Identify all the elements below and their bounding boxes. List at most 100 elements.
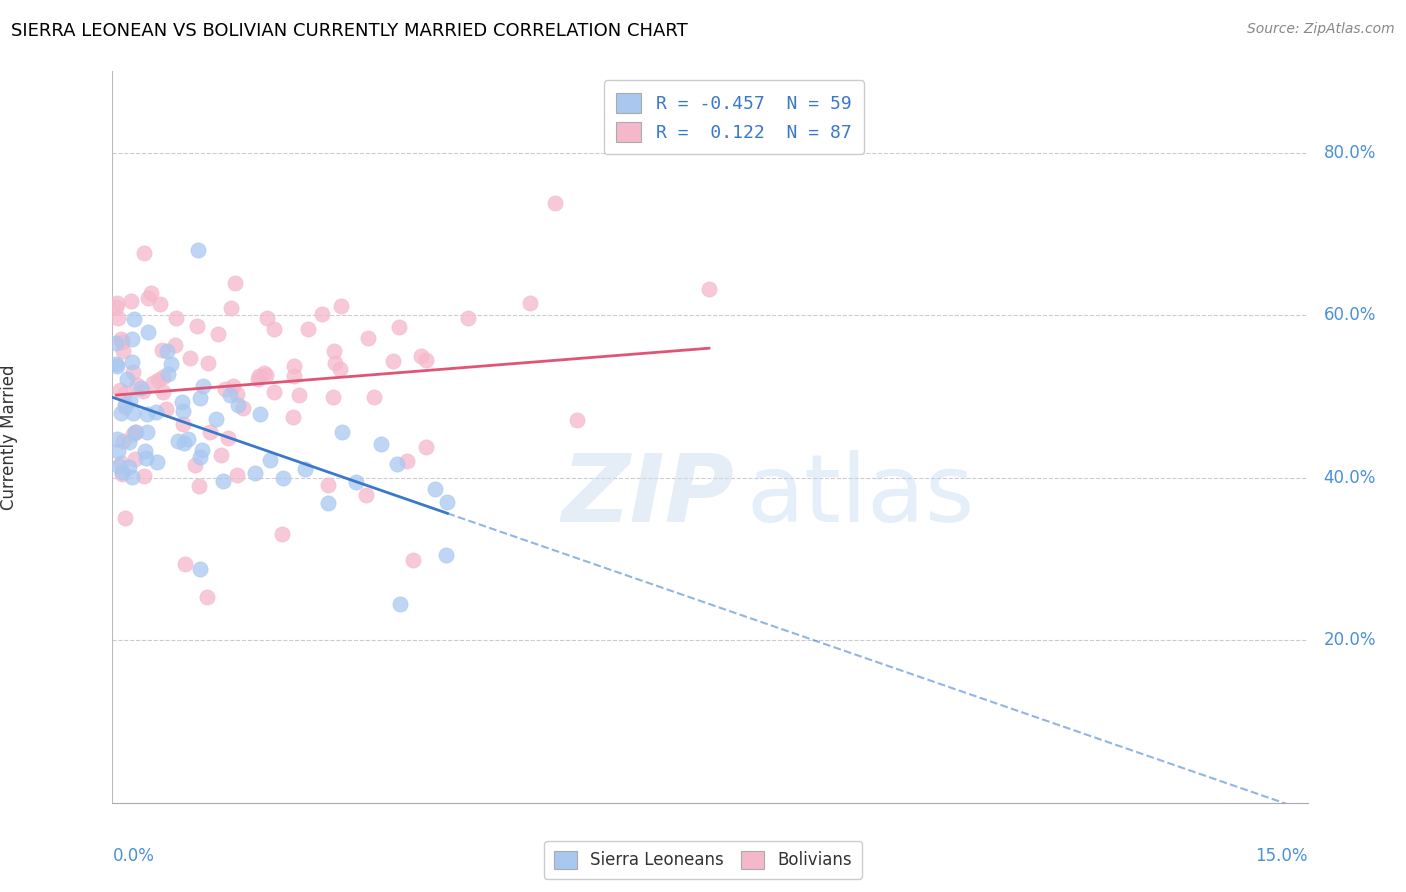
Point [120, 392, 142, 407]
Point [322, 390, 344, 404]
Point [402, 553, 425, 567]
Point [172, 404, 194, 418]
Point [330, 299, 353, 313]
Point [141, 286, 163, 301]
Legend: R = -0.457  N = 59, R =  0.122  N = 87: R = -0.457 N = 59, R = 0.122 N = 87 [603, 80, 865, 154]
Point [316, 495, 339, 509]
Point [415, 440, 437, 454]
Point [217, 431, 239, 445]
Point [519, 295, 541, 310]
Point [697, 282, 720, 296]
Point [152, 370, 174, 384]
Point [108, 459, 131, 474]
Text: SIERRA LEONEAN VS BOLIVIAN CURRENTLY MARRIED CORRELATION CHART: SIERRA LEONEAN VS BOLIVIAN CURRENTLY MAR… [11, 22, 688, 40]
Point [389, 597, 412, 611]
Point [105, 335, 128, 350]
Point [232, 401, 254, 416]
Point [188, 561, 211, 575]
Point [148, 372, 170, 386]
Point [270, 527, 292, 541]
Point [198, 425, 221, 440]
Point [134, 246, 156, 260]
Point [188, 479, 211, 493]
Point [385, 457, 408, 471]
Point [288, 388, 311, 402]
Point [122, 366, 145, 380]
Point [329, 362, 352, 376]
Point [330, 425, 353, 440]
Point [121, 355, 143, 369]
Point [357, 331, 380, 345]
Point [105, 432, 128, 446]
Point [156, 368, 179, 382]
Point [205, 412, 228, 426]
Point [111, 467, 134, 482]
Point [283, 359, 305, 373]
Point [136, 407, 159, 421]
Text: 40.0%: 40.0% [1323, 468, 1376, 487]
Point [294, 462, 316, 476]
Point [457, 311, 479, 326]
Point [222, 379, 245, 393]
Point [256, 311, 278, 326]
Point [173, 558, 195, 572]
Point [211, 474, 233, 488]
Legend: Sierra Leoneans, Bolivians: Sierra Leoneans, Bolivians [544, 840, 862, 880]
Point [134, 443, 156, 458]
Point [188, 391, 211, 405]
Point [271, 470, 294, 484]
Point [243, 467, 266, 481]
Text: 80.0%: 80.0% [1323, 144, 1376, 161]
Point [423, 482, 446, 496]
Point [111, 434, 134, 448]
Point [145, 405, 167, 419]
Point [159, 357, 181, 371]
Point [253, 366, 276, 380]
Point [323, 344, 346, 359]
Point [107, 443, 129, 458]
Point [136, 325, 159, 339]
Point [283, 368, 305, 383]
Point [316, 478, 339, 492]
Point [118, 459, 141, 474]
Text: atlas: atlas [747, 450, 974, 541]
Point [381, 353, 404, 368]
Point [108, 383, 131, 397]
Point [191, 378, 214, 392]
Point [142, 376, 165, 391]
Point [127, 378, 149, 392]
Point [118, 435, 141, 450]
Point [132, 469, 155, 483]
Point [107, 311, 129, 326]
Point [197, 356, 219, 370]
Text: 20.0%: 20.0% [1323, 632, 1376, 649]
Point [105, 357, 128, 371]
Point [325, 356, 347, 370]
Point [132, 384, 155, 399]
Point [105, 300, 128, 314]
Point [228, 398, 250, 412]
Point [121, 470, 143, 484]
Point [263, 322, 285, 336]
Point [396, 454, 419, 468]
Point [415, 353, 437, 368]
Point [224, 276, 246, 290]
Text: 0.0%: 0.0% [112, 847, 155, 865]
Point [184, 458, 207, 472]
Point [114, 511, 136, 525]
Point [297, 322, 319, 336]
Point [105, 295, 128, 310]
Point [122, 312, 145, 326]
Point [121, 332, 143, 346]
Point [249, 407, 271, 421]
Point [544, 195, 567, 210]
Point [436, 548, 458, 562]
Point [155, 402, 177, 417]
Point [150, 343, 173, 357]
Point [110, 406, 132, 420]
Point [134, 451, 156, 466]
Point [120, 294, 142, 309]
Point [186, 318, 208, 333]
Point [114, 400, 136, 414]
Point [191, 443, 214, 458]
